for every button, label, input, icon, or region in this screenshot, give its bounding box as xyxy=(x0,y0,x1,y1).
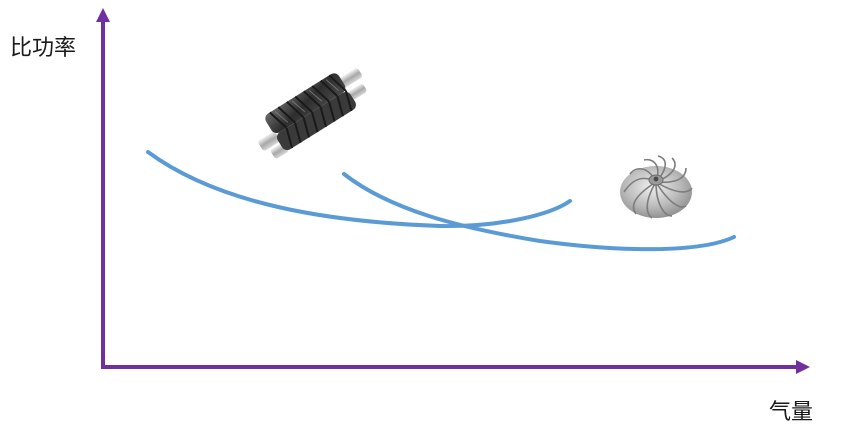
centrifugal-impeller-icon xyxy=(620,155,693,219)
screw-compressor-curve xyxy=(146,150,572,229)
y-axis-label: 比功率 xyxy=(10,36,77,61)
centrifugal-compressor-curve xyxy=(342,172,736,252)
x-axis-label: 气量 xyxy=(769,400,814,425)
screw-rotor-icon xyxy=(258,68,367,159)
y-axis xyxy=(96,8,110,368)
x-axis xyxy=(101,360,810,374)
